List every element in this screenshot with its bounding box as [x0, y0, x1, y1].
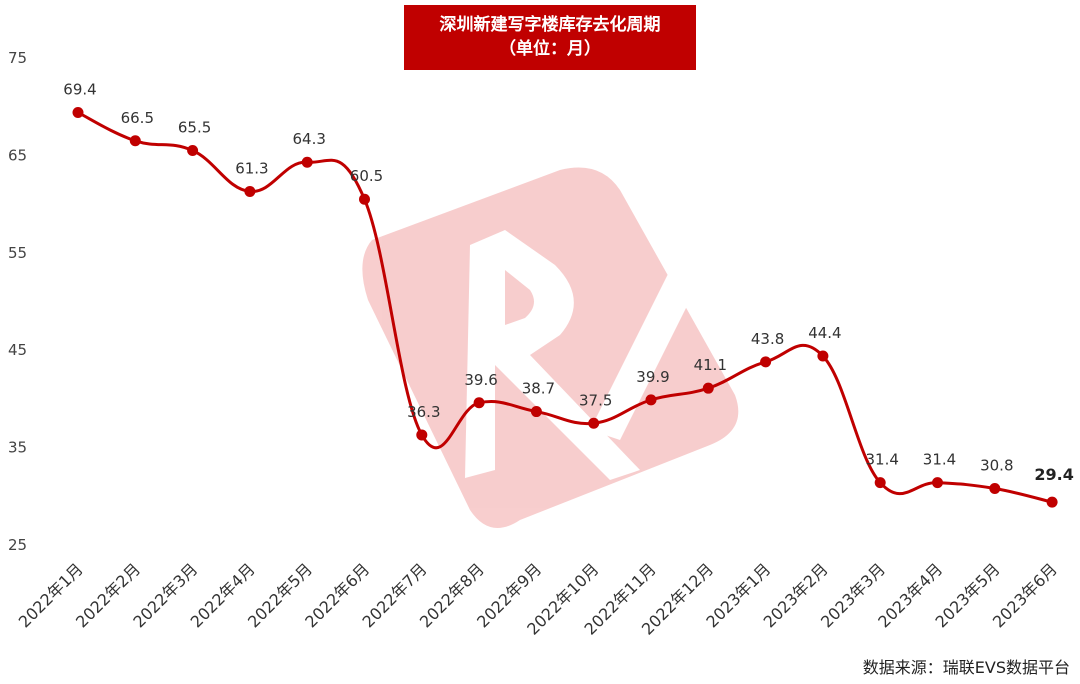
- data-label: 37.5: [579, 391, 612, 409]
- data-point: [473, 397, 485, 409]
- x-axis: 2022年1月2022年2月2022年3月2022年4月2022年5月2022年…: [15, 559, 1061, 638]
- data-label: 69.4: [63, 81, 96, 99]
- chart-subtitle: （单位：月）: [499, 39, 601, 59]
- data-point: [588, 417, 600, 429]
- y-tick-label: 45: [8, 341, 27, 359]
- data-point: [760, 356, 772, 368]
- data-point: [416, 429, 428, 441]
- source-note: 数据来源：瑞联EVS数据平台: [862, 658, 1070, 677]
- data-label: 66.5: [121, 109, 154, 127]
- data-label: 41.1: [694, 356, 727, 374]
- data-point: [187, 145, 199, 157]
- y-tick-label: 55: [8, 244, 27, 262]
- y-axis: 75 65 55 45 35 25: [8, 49, 27, 554]
- data-point: [874, 477, 886, 489]
- chart-title-box: 深圳新建写字楼库存去化周期 （单位：月）: [404, 5, 696, 70]
- chart-title: 深圳新建写字楼库存去化周期: [439, 15, 661, 35]
- data-point: [645, 394, 657, 406]
- data-label: 39.6: [464, 371, 497, 389]
- data-label: 36.3: [407, 403, 440, 421]
- data-point: [702, 382, 714, 394]
- y-tick-label: 35: [8, 439, 27, 457]
- data-point: [1046, 496, 1058, 508]
- data-label: 38.7: [522, 380, 555, 398]
- data-label: 31.4: [923, 451, 956, 469]
- data-point: [932, 477, 943, 489]
- data-point: [359, 193, 370, 205]
- data-label: 30.8: [980, 457, 1013, 475]
- data-label: 60.5: [350, 167, 383, 185]
- data-point: [244, 185, 256, 197]
- data-label: 64.3: [292, 130, 325, 148]
- y-tick-label: 65: [8, 146, 27, 164]
- data-point: [129, 135, 141, 147]
- data-label: 31.4: [865, 451, 898, 469]
- y-tick-label: 75: [8, 49, 27, 67]
- data-point: [72, 107, 84, 119]
- data-label: 43.8: [751, 330, 784, 348]
- data-labels: 69.4 66.5 65.5 61.3 64.3 60.5 36.3 39.6 38.7 37.5…: [63, 81, 1074, 485]
- data-label: 61.3: [235, 159, 268, 177]
- data-points: [72, 107, 1058, 508]
- data-label: 65.5: [178, 119, 211, 137]
- data-point: [989, 483, 1001, 495]
- data-point: [301, 156, 313, 168]
- data-point: [530, 406, 542, 418]
- watermark-logo: [362, 167, 739, 528]
- data-label: 29.4: [1034, 465, 1073, 484]
- y-tick-label: 25: [8, 536, 27, 554]
- data-point: [817, 350, 829, 362]
- data-label: 44.4: [808, 324, 841, 342]
- data-label: 39.9: [636, 368, 669, 386]
